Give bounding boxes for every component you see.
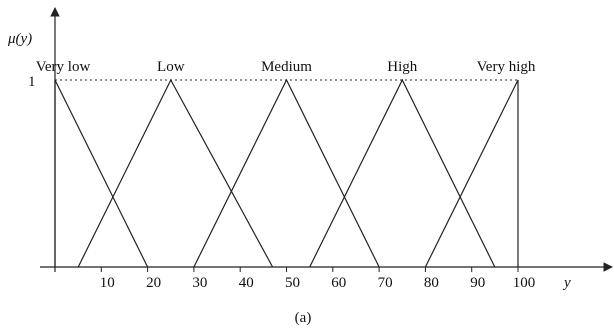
series-label-very-high: Very high: [477, 59, 536, 75]
x-tick-label-80: 80: [424, 275, 439, 291]
x-tick-label-20: 20: [146, 275, 161, 291]
label-layer: Very low Low Medium High Very high: [36, 59, 536, 75]
x-tick-label-70: 70: [378, 275, 393, 291]
x-tick-label-60: 60: [331, 275, 346, 291]
series-line-low: [77, 78, 274, 268]
series-label-very-low: Very low: [36, 59, 91, 75]
chart-caption: (a): [295, 310, 312, 326]
y-tick-label-1: 1: [28, 74, 36, 90]
tick-layer: 10 20 30 40 50 60 70 80 90 100: [100, 267, 535, 291]
x-tick-label-40: 40: [239, 275, 254, 291]
series-label-medium: Medium: [261, 59, 312, 75]
x-tick-label-10: 10: [100, 275, 115, 291]
x-tick-label-100: 100: [513, 275, 536, 291]
series-label-high: High: [387, 59, 418, 75]
x-tick-label-90: 90: [470, 275, 485, 291]
y-axis-label: μ(y): [7, 31, 32, 47]
series-layer: [54, 78, 519, 268]
series-line-very-high: [424, 79, 519, 268]
x-axis-label: y: [562, 275, 571, 291]
x-tick-label-50: 50: [285, 275, 300, 291]
series-label-low: Low: [157, 59, 185, 75]
series-line-very-low: [54, 79, 149, 268]
x-tick-label-30: 30: [192, 275, 207, 291]
series-line-high: [309, 78, 496, 268]
series-line-medium: [193, 78, 380, 268]
